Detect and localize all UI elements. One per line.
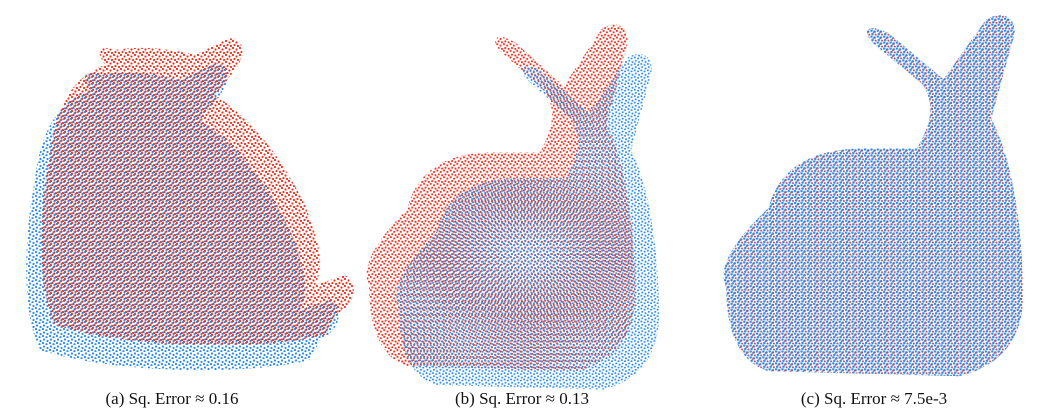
- point-cloud-aligned: [723, 15, 1023, 376]
- figure: (a) Sq. Error ≈ 0.16 (b) Sq. Error ≈ 0.1…: [0, 0, 1038, 417]
- caption: (c) Sq. Error ≈ 7.5e-3: [801, 389, 947, 408]
- caption: (a) Sq. Error ≈ 0.16: [105, 389, 238, 408]
- point-cloud-source: [41, 38, 353, 345]
- caption: (b) Sq. Error ≈ 0.13: [455, 389, 589, 408]
- panel-c: (c) Sq. Error ≈ 7.5e-3: [723, 15, 1023, 408]
- panel-a: (a) Sq. Error ≈ 0.16: [26, 38, 353, 408]
- page: (a) Sq. Error ≈ 0.16 (b) Sq. Error ≈ 0.1…: [0, 0, 1038, 417]
- panel-b: (b) Sq. Error ≈ 0.13: [367, 24, 659, 407]
